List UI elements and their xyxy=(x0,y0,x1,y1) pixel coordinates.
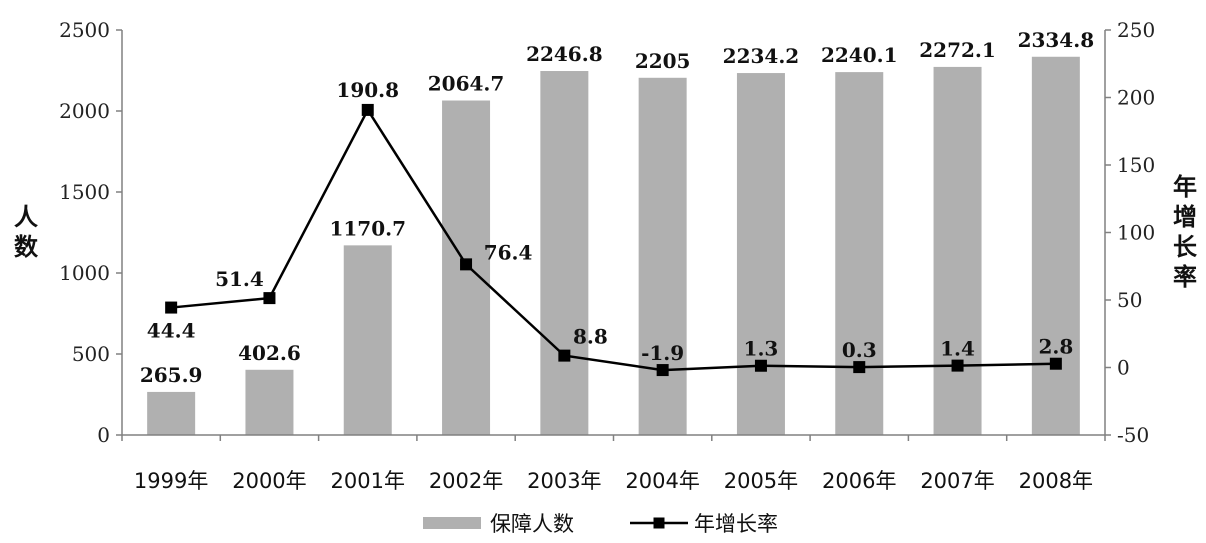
x-tick-label: 2001年 xyxy=(331,469,405,493)
legend-line-label: 年增长率 xyxy=(694,512,778,536)
line-value-label: 2.8 xyxy=(1038,335,1073,359)
x-tick-label: 2005年 xyxy=(724,469,798,493)
line-value-label: 8.8 xyxy=(573,325,608,349)
legend-bar-label: 保障人数 xyxy=(490,512,574,536)
line-value-label: 76.4 xyxy=(484,240,533,264)
right-tick-label: 250 xyxy=(1117,18,1155,42)
bar-value-label: 2205 xyxy=(635,49,691,73)
right-tick-label: -50 xyxy=(1117,423,1149,447)
legend-line-marker xyxy=(653,517,665,529)
y-axis-title-char: 数 xyxy=(14,233,39,261)
left-tick-label: 1000 xyxy=(59,261,110,285)
left-tick-label: 500 xyxy=(72,342,110,366)
line-marker xyxy=(165,301,178,314)
x-tick-label: 2002年 xyxy=(429,469,503,493)
line-marker xyxy=(853,361,866,374)
line-marker xyxy=(361,103,374,116)
y-axis-title: 人数 xyxy=(14,203,39,261)
bar-value-label: 402.6 xyxy=(238,341,301,365)
x-tick-label: 2007年 xyxy=(920,469,994,493)
bar xyxy=(736,73,785,435)
left-tick-label: 1500 xyxy=(59,180,110,204)
growth-rate-line xyxy=(171,107,1056,372)
bar-value-label: 1170.7 xyxy=(329,216,406,240)
y2-axis-title: 年增长率 xyxy=(1173,173,1198,291)
bar-value-label: 265.9 xyxy=(140,363,203,387)
line-value-label: 0.3 xyxy=(842,338,877,362)
y2-axis-title-char: 长 xyxy=(1173,233,1198,261)
line-marker xyxy=(263,292,276,305)
right-tick-label: 200 xyxy=(1117,86,1155,110)
y2-axis-title-char: 增 xyxy=(1173,203,1197,231)
line-value-label: 190.8 xyxy=(336,78,399,102)
bar xyxy=(835,72,884,436)
right-tick-label: 50 xyxy=(1117,288,1142,312)
bar-value-label: 2064.7 xyxy=(428,72,505,96)
line-marker xyxy=(754,359,767,372)
bar-value-label: 2334.8 xyxy=(1018,28,1095,52)
bar-value-label: 2272.1 xyxy=(919,38,996,62)
bar xyxy=(638,77,687,435)
bar-value-label: 2246.8 xyxy=(526,42,603,66)
right-tick-label: 100 xyxy=(1117,221,1155,245)
bar xyxy=(1031,56,1080,436)
line-value-label: 1.4 xyxy=(940,337,975,361)
bar xyxy=(540,71,589,435)
line-value-labels: 44.4 51.4 190.8 76.4 8.8 -1.9 1.3 0.3 1.4 2.8 xyxy=(147,78,1073,365)
line-series xyxy=(165,103,1062,377)
line-marker xyxy=(1049,357,1062,370)
bar-value-label: 2240.1 xyxy=(821,43,898,67)
x-tick-label: 2000年 xyxy=(232,469,306,493)
bar xyxy=(245,369,294,435)
left-tick-label: 2500 xyxy=(59,18,110,42)
line-marker xyxy=(951,359,964,372)
x-axis-ticks: 1999年 2000年 2001年 2002年 2003年 2004年 2005年 2006年… xyxy=(121,435,1106,493)
x-tick-label: 2008年 xyxy=(1019,469,1093,493)
x-tick-label: 2006年 xyxy=(822,469,896,493)
x-tick-label: 2003年 xyxy=(527,469,601,493)
x-tick-label: 2004年 xyxy=(625,469,699,493)
bar xyxy=(933,66,982,435)
line-value-label: 51.4 xyxy=(215,267,264,291)
legend-bar-swatch xyxy=(423,517,481,529)
line-marker xyxy=(656,364,669,377)
right-axis-ticks: -50 0 50 100 150 200 250 xyxy=(1105,18,1155,447)
right-tick-label: 0 xyxy=(1117,356,1130,380)
bar-series xyxy=(147,56,1080,436)
right-tick-label: 150 xyxy=(1117,153,1155,177)
left-tick-label: 2000 xyxy=(59,99,110,123)
left-tick-label: 0 xyxy=(97,423,110,447)
bar-value-labels: 265.9 402.6 1170.7 2064.7 2246.8 2205 2234.2 22… xyxy=(140,28,1094,387)
y-axis-title-char: 人 xyxy=(14,203,38,231)
x-tick-label: 1999年 xyxy=(134,469,208,493)
left-axis-ticks: 0 500 1000 1500 2000 2500 xyxy=(59,18,122,447)
line-marker xyxy=(558,349,571,362)
line-value-label: 1.3 xyxy=(744,337,779,361)
line-value-label: 44.4 xyxy=(147,319,196,343)
line-marker xyxy=(460,258,473,271)
bar-value-label: 2234.2 xyxy=(723,44,800,68)
legend: 保障人数 年增长率 xyxy=(423,512,778,536)
bar xyxy=(343,245,392,435)
line-value-label: -1.9 xyxy=(641,341,684,365)
y2-axis-title-char: 年 xyxy=(1173,173,1197,201)
bar xyxy=(147,391,196,435)
y2-axis-title-char: 率 xyxy=(1173,263,1197,291)
